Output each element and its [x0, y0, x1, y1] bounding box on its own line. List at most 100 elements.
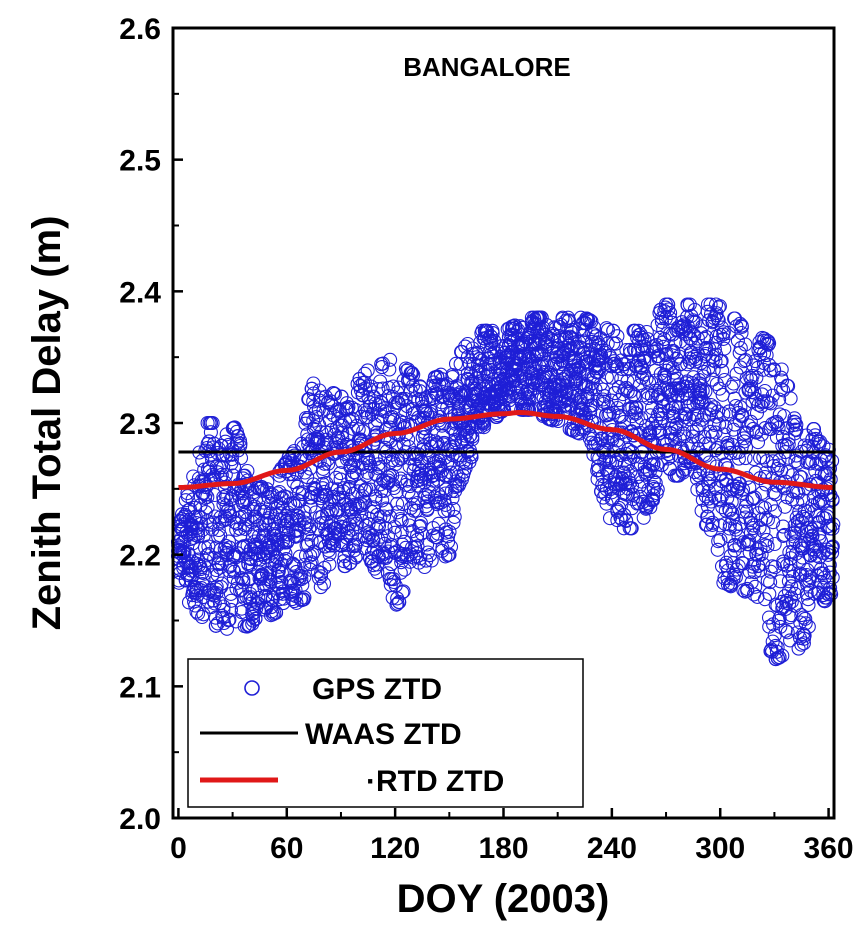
gps-ztd-point [389, 597, 404, 612]
gps-ztd-point [822, 461, 838, 476]
gps-ztd-point [583, 402, 598, 417]
gps-ztd-point [451, 469, 466, 484]
gps-ztd-point [587, 320, 602, 335]
gps-ztd-point [348, 550, 363, 565]
gps-ztd-point [682, 354, 697, 370]
gps-ztd-point [583, 405, 598, 420]
gps-ztd-point [775, 648, 790, 663]
gps-ztd-point [267, 606, 282, 621]
gps-ztd-point [360, 363, 375, 378]
gps-ztd-point [742, 533, 757, 549]
gps-ztd-point [616, 466, 631, 481]
gps-ztd-point [617, 382, 632, 397]
gps-ztd-point [641, 497, 656, 512]
gps-ztd-point [445, 491, 460, 506]
gps-ztd-point [206, 515, 221, 530]
gps-ztd-point [801, 619, 816, 634]
gps-ztd-point [643, 351, 658, 366]
gps-ztd-point [413, 551, 428, 566]
gps-ztd-point [207, 487, 222, 503]
gps-ztd-point [761, 334, 776, 349]
gps-ztd-point [796, 610, 811, 625]
gps-ztd-point [825, 545, 840, 560]
gps-ztd-point [496, 372, 511, 387]
gps-ztd-point [712, 518, 728, 533]
gps-ztd-point [374, 484, 389, 499]
gps-ztd-point [233, 436, 248, 451]
gps-ztd-point [394, 513, 409, 528]
gps-ztd-point [722, 521, 737, 536]
gps-ztd-point [738, 337, 753, 352]
gps-ztd-point [205, 415, 220, 431]
gps-ztd-point [728, 570, 743, 585]
gps-ztd-point [788, 422, 803, 437]
gps-ztd-point [216, 599, 231, 614]
gps-ztd-point [357, 366, 372, 381]
gps-ztd-point [791, 455, 806, 470]
gps-ztd-point [384, 557, 399, 572]
gps-ztd-point [420, 545, 435, 560]
gps-ztd-point [191, 606, 206, 621]
gps-ztd-point [261, 540, 276, 556]
gps-ztd-point [313, 390, 328, 405]
gps-ztd-point [227, 549, 242, 564]
gps-ztd-point [331, 411, 346, 426]
gps-ztd-point [224, 593, 239, 608]
gps-ztd-point [780, 464, 795, 480]
gps-ztd-point [438, 486, 453, 501]
gps-ztd-point [748, 579, 763, 594]
gps-ztd-point [648, 413, 663, 428]
gps-ztd-point [234, 582, 249, 597]
gps-ztd-point [747, 528, 762, 543]
gps-ztd-point [798, 611, 813, 626]
legend-gps-label: GPS ZTD [312, 673, 442, 706]
gps-ztd-point [364, 379, 379, 394]
gps-ztd-point [219, 548, 234, 563]
y-tick-label: 2.2 [119, 540, 161, 573]
gps-ztd-point [572, 366, 587, 381]
gps-ztd-point [394, 394, 409, 409]
gps-ztd-point [396, 584, 411, 599]
gps-ztd-point [395, 585, 410, 600]
gps-ztd-point [648, 475, 663, 490]
gps-ztd-point [682, 297, 697, 312]
gps-ztd-point [395, 549, 410, 564]
gps-ztd-point [561, 314, 576, 329]
gps-ztd-point [639, 371, 654, 387]
gps-ztd-point [200, 500, 215, 515]
gps-ztd-point [306, 394, 321, 409]
gps-ztd-point [798, 616, 813, 631]
gps-ztd-point [226, 570, 241, 585]
gps-ztd-point [446, 502, 461, 517]
gps-ztd-point [588, 382, 603, 397]
gps-ztd-point [664, 421, 679, 436]
gps-ztd-point [799, 586, 814, 601]
gps-ztd-point [657, 332, 672, 347]
gps-ztd-point [477, 417, 492, 432]
gps-ztd-point [567, 355, 582, 370]
gps-ztd-point [382, 362, 397, 377]
gps-ztd-point [303, 499, 318, 514]
gps-ztd-point [203, 425, 218, 440]
gps-ztd-point [608, 336, 623, 351]
gps-ztd-point [443, 539, 459, 554]
gps-ztd-point [715, 363, 730, 378]
gps-ztd-point [522, 391, 537, 406]
gps-ztd-point [376, 509, 392, 524]
gps-ztd-point [776, 519, 791, 534]
y-axis-title: Zenith Total Delay (m) [25, 216, 69, 631]
gps-ztd-point [304, 533, 319, 548]
gps-ztd-point [700, 499, 715, 514]
gps-ztd-point [776, 383, 791, 398]
gps-ztd-point [703, 473, 718, 488]
gps-ztd-point [214, 580, 229, 595]
gps-ztd-point [431, 459, 446, 474]
y-tick-label: 2.6 [119, 13, 161, 46]
gps-ztd-point [640, 462, 655, 477]
gps-ztd-point [616, 521, 631, 536]
gps-ztd-point [806, 422, 821, 437]
gps-ztd-point [687, 407, 702, 422]
model-lines [178, 409, 835, 491]
gps-ztd-point [716, 327, 731, 342]
gps-ztd-point [232, 521, 247, 536]
